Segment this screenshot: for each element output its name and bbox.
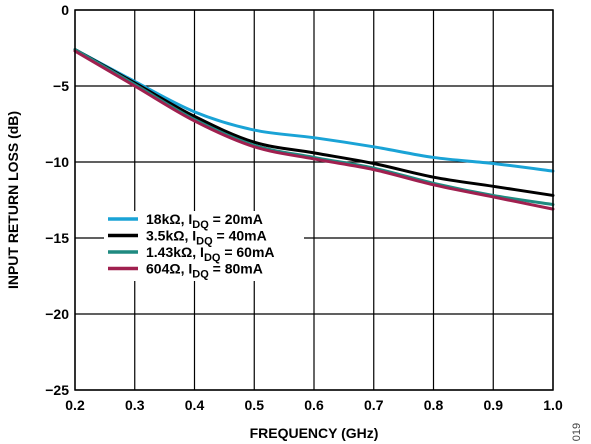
x-tick-labels: 0.2 0.3 0.4 0.5 0.6 0.7 0.8 0.9 1.0 — [65, 397, 563, 413]
figure-id: 019 — [571, 423, 583, 441]
legend-label-main: 604Ω, I — [146, 261, 192, 277]
series-line-0 — [73, 48, 555, 173]
x-tick-label: 0.6 — [304, 397, 324, 413]
y-tick-label: −10 — [45, 154, 69, 170]
series-line-1 — [73, 48, 555, 197]
legend-label: 3.5kΩ, IDQ = 40mA — [146, 228, 267, 248]
series-line-3 — [73, 49, 555, 211]
y-tick-label: 0 — [61, 2, 69, 18]
y-axis-title: INPUT RETURN LOSS (dB) — [5, 111, 21, 289]
legend-label-subscript: DQ — [192, 269, 209, 281]
x-tick-label: 0.4 — [185, 397, 205, 413]
x-tick-label: 0.5 — [245, 397, 265, 413]
x-tick-label: 0.3 — [125, 397, 145, 413]
y-tick-label: −25 — [45, 382, 69, 398]
legend-label: 1.43kΩ, IDQ = 60mA — [146, 244, 275, 264]
grid — [74, 9, 554, 391]
x-axis-title: FREQUENCY (GHz) — [250, 425, 379, 441]
plot-frame — [74, 9, 554, 391]
x-tick-label: 1.0 — [543, 397, 563, 413]
legend-label-subscript: DQ — [192, 219, 209, 231]
x-tick-label: 0.2 — [65, 397, 85, 413]
y-tick-label: −15 — [45, 230, 69, 246]
x-tick-label: 0.7 — [364, 397, 384, 413]
legend-label-main: 1.43kΩ, I — [146, 244, 204, 260]
legend-label-tail: = 20mA — [209, 211, 263, 227]
legend-label-main: 18kΩ, I — [146, 211, 192, 227]
legend-label-main: 3.5kΩ, I — [146, 228, 196, 244]
legend-label-subscript: DQ — [196, 236, 213, 248]
x-tick-label: 0.9 — [484, 397, 504, 413]
series-lines — [73, 48, 555, 211]
legend-label-tail: = 60mA — [220, 244, 274, 260]
legend-label-tail: = 80mA — [209, 261, 263, 277]
legend-label: 18kΩ, IDQ = 20mA — [146, 211, 263, 231]
legend-label-tail: = 40mA — [213, 228, 267, 244]
x-tick-label: 0.8 — [424, 397, 444, 413]
y-tick-labels: 0 −5 −10 −15 −20 −25 — [45, 2, 69, 398]
legend-label: 604Ω, IDQ = 80mA — [146, 261, 263, 281]
y-tick-label: −5 — [53, 78, 69, 94]
y-tick-label: −20 — [45, 306, 69, 322]
legend-label-subscript: DQ — [204, 252, 221, 264]
